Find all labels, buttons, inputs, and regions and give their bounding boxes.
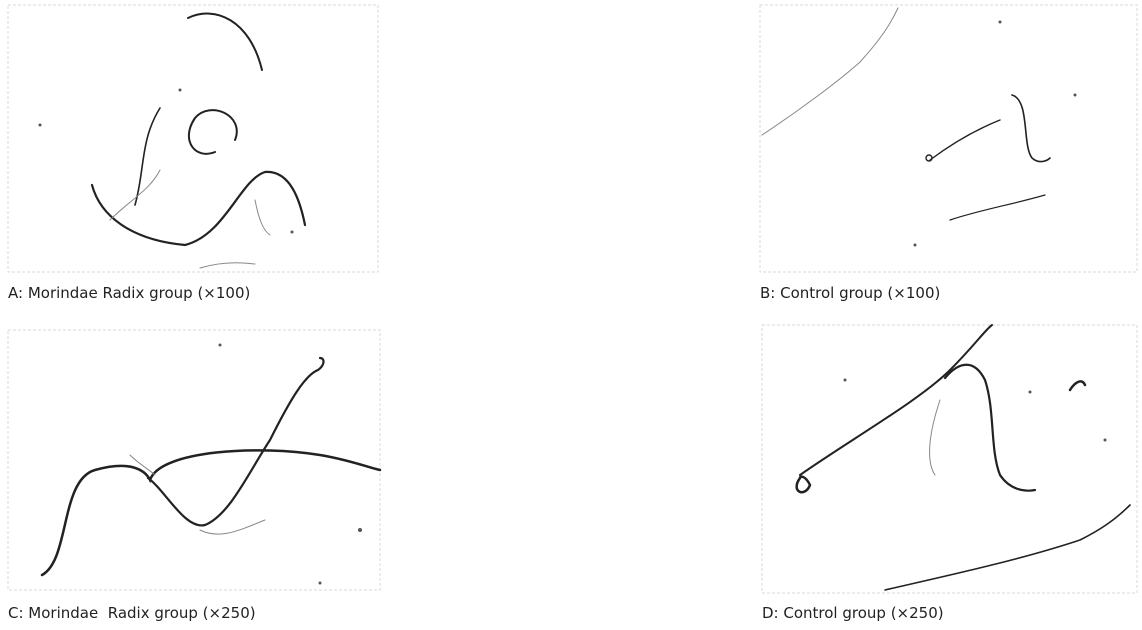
debris (358, 528, 362, 532)
caption: D: Control group (×250) (762, 604, 944, 622)
fiber (188, 109, 238, 155)
fiber (1011, 94, 1051, 163)
caption: A: Morindae Radix group (×100) (8, 284, 250, 302)
fiber (90, 170, 307, 247)
fiber (949, 194, 1046, 221)
fiber-end (795, 475, 812, 494)
debris (318, 581, 322, 585)
debris (38, 123, 42, 127)
micrograph-d (761, 324, 1138, 594)
debris (843, 378, 847, 382)
fiber-faint (254, 199, 271, 236)
caption: C: Morindae Radix group (×250) (8, 604, 256, 622)
caption: B: Control group (×100) (760, 284, 940, 302)
micrograph-a (7, 4, 379, 273)
image-frame (7, 329, 381, 591)
debris (290, 230, 294, 234)
image-frame (761, 324, 1138, 594)
fiber-faint (199, 262, 256, 269)
fiber (799, 324, 993, 476)
fiber-faint (761, 7, 899, 136)
fiber (134, 107, 161, 206)
fiber (884, 504, 1131, 591)
fiber-fragment (1068, 380, 1087, 392)
fiber (146, 356, 325, 527)
debris (178, 88, 182, 92)
fiber-faint (929, 399, 941, 476)
image-frame (759, 4, 1138, 273)
fiber (929, 119, 1001, 161)
fiber-faint (129, 454, 156, 476)
fiber-end (925, 154, 933, 162)
micrograph-c (7, 329, 382, 591)
debris (913, 243, 917, 247)
debris (218, 343, 222, 347)
micrograph-b (759, 4, 1138, 273)
fiber (187, 12, 263, 71)
debris (998, 20, 1002, 24)
debris (1028, 390, 1032, 394)
fiber-faint (199, 519, 266, 535)
fiber (943, 363, 1037, 492)
debris (1073, 93, 1077, 97)
debris (1103, 438, 1107, 442)
fiber-faint (109, 169, 161, 221)
image-frame (7, 4, 379, 273)
